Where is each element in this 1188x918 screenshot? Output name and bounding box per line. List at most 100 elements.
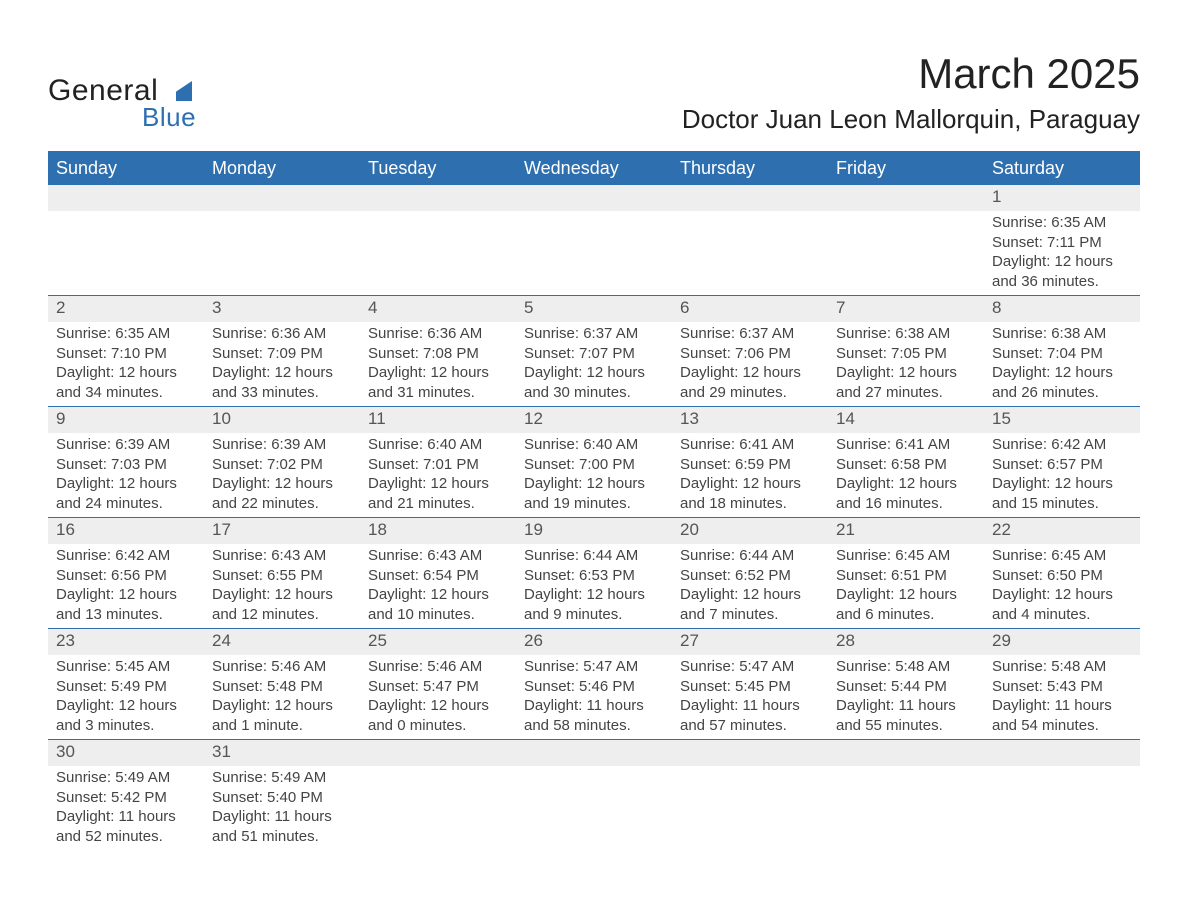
day-number-row: 2345678 (48, 295, 1140, 322)
sunrise-text: Sunrise: 5:49 AM (56, 768, 196, 788)
day-number (672, 185, 828, 211)
sunset-text: Sunset: 7:07 PM (524, 344, 664, 364)
day-number: 26 (516, 629, 672, 655)
day-cell: Sunrise: 5:49 AMSunset: 5:40 PMDaylight:… (204, 766, 360, 850)
sunrise-text: Sunrise: 6:45 AM (992, 546, 1132, 566)
day-number: 18 (360, 518, 516, 544)
day-number (516, 185, 672, 211)
day-cell: Sunrise: 6:38 AMSunset: 7:04 PMDaylight:… (984, 322, 1140, 406)
daylight-text: Daylight: 12 hours and 4 minutes. (992, 585, 1132, 624)
day-cell: Sunrise: 6:37 AMSunset: 7:06 PMDaylight:… (672, 322, 828, 406)
day-number-row: 3031 (48, 739, 1140, 766)
day-cell: Sunrise: 6:36 AMSunset: 7:08 PMDaylight:… (360, 322, 516, 406)
weekday-header: Tuesday (360, 152, 516, 185)
daylight-text: Daylight: 12 hours and 21 minutes. (368, 474, 508, 513)
sunrise-text: Sunrise: 5:48 AM (992, 657, 1132, 677)
sunrise-text: Sunrise: 6:43 AM (368, 546, 508, 566)
daylight-text: Daylight: 12 hours and 9 minutes. (524, 585, 664, 624)
day-body-row: Sunrise: 6:35 AMSunset: 7:10 PM Daylight:… (48, 322, 1140, 406)
day-cell (828, 211, 984, 295)
sunrise-text: Sunrise: 5:46 AM (368, 657, 508, 677)
day-cell: Sunrise: 6:44 AMSunset: 6:53 PMDaylight:… (516, 544, 672, 628)
day-cell (204, 211, 360, 295)
day-number: 8 (984, 296, 1140, 322)
day-body-row: Sunrise: 5:49 AMSunset: 5:42 PMDaylight:… (48, 766, 1140, 850)
day-number: 22 (984, 518, 1140, 544)
daylight-text: Daylight: 12 hours and 19 minutes. (524, 474, 664, 513)
sunset-text: Sunset: 7:03 PM (56, 455, 196, 475)
day-cell: Sunrise: 5:46 AMSunset: 5:47 PMDaylight:… (360, 655, 516, 739)
title-block: March 2025 Doctor Juan Leon Mallorquin, … (682, 50, 1140, 135)
day-number: 28 (828, 629, 984, 655)
daylight-text: Daylight: 12 hours and 15 minutes. (992, 474, 1132, 513)
day-cell: Sunrise: 5:47 AMSunset: 5:46 PMDaylight:… (516, 655, 672, 739)
sunrise-text: Sunrise: 5:45 AM (56, 657, 196, 677)
sunset-text: Sunset: 7:11 PM (992, 233, 1132, 253)
sunrise-text: Sunrise: 6:42 AM (56, 546, 196, 566)
day-cell (984, 766, 1140, 850)
day-cell: Sunrise: 6:41 AMSunset: 6:59 PMDaylight:… (672, 433, 828, 517)
sunrise-text: Sunrise: 6:37 AM (680, 324, 820, 344)
day-cell: Sunrise: 6:38 AMSunset: 7:05 PMDaylight:… (828, 322, 984, 406)
sunset-text: Sunset: 5:45 PM (680, 677, 820, 697)
sunrise-text: Sunrise: 6:35 AM (992, 213, 1132, 233)
day-cell: Sunrise: 5:46 AMSunset: 5:48 PMDaylight:… (204, 655, 360, 739)
day-cell (672, 766, 828, 850)
sunrise-text: Sunrise: 6:40 AM (368, 435, 508, 455)
day-number: 31 (204, 740, 360, 766)
sunset-text: Sunset: 6:50 PM (992, 566, 1132, 586)
day-number: 15 (984, 407, 1140, 433)
day-cell (516, 211, 672, 295)
weekday-header: Saturday (984, 152, 1140, 185)
day-number (48, 185, 204, 211)
day-cell: Sunrise: 6:39 AMSunset: 7:03 PMDaylight:… (48, 433, 204, 517)
sunset-text: Sunset: 7:02 PM (212, 455, 352, 475)
sunrise-text: Sunrise: 6:35 AM (56, 324, 196, 344)
day-cell: Sunrise: 6:40 AMSunset: 7:01 PMDaylight:… (360, 433, 516, 517)
sunrise-text: Sunrise: 5:49 AM (212, 768, 352, 788)
sunset-text: Sunset: 6:52 PM (680, 566, 820, 586)
weekday-header: Sunday (48, 152, 204, 185)
day-number: 13 (672, 407, 828, 433)
day-cell (48, 211, 204, 295)
sunrise-text: Sunrise: 6:37 AM (524, 324, 664, 344)
day-number: 7 (828, 296, 984, 322)
daylight-text: Daylight: 12 hours and 7 minutes. (680, 585, 820, 624)
sunrise-text: Sunrise: 6:36 AM (212, 324, 352, 344)
sunset-text: Sunset: 5:47 PM (368, 677, 508, 697)
daylight-text: Daylight: 12 hours and 13 minutes. (56, 585, 196, 624)
day-cell: Sunrise: 6:42 AMSunset: 6:56 PMDaylight:… (48, 544, 204, 628)
day-body-row: Sunrise: 6:35 AMSunset: 7:11 PMDaylight:… (48, 211, 1140, 295)
sunset-text: Sunset: 7:08 PM (368, 344, 508, 364)
sunset-text: Sunset: 6:54 PM (368, 566, 508, 586)
daylight-text: Daylight: 12 hours and 10 minutes. (368, 585, 508, 624)
day-number (204, 185, 360, 211)
daylight-text: Daylight: 11 hours and 51 minutes. (212, 807, 352, 846)
sunrise-text: Sunrise: 5:47 AM (524, 657, 664, 677)
sunset-text: Sunset: 7:10 PM (56, 344, 196, 364)
sunrise-text: Sunrise: 6:41 AM (836, 435, 976, 455)
sunset-text: Sunset: 5:44 PM (836, 677, 976, 697)
sunset-text: Sunset: 5:48 PM (212, 677, 352, 697)
sunset-text: Sunset: 6:59 PM (680, 455, 820, 475)
day-cell: Sunrise: 6:35 AMSunset: 7:11 PMDaylight:… (984, 211, 1140, 295)
sunrise-text: Sunrise: 6:38 AM (836, 324, 976, 344)
day-number-row: 9101112131415 (48, 406, 1140, 433)
sunset-text: Sunset: 7:06 PM (680, 344, 820, 364)
sunset-text: Sunset: 7:09 PM (212, 344, 352, 364)
day-number: 17 (204, 518, 360, 544)
day-number: 25 (360, 629, 516, 655)
day-cell: Sunrise: 6:45 AMSunset: 6:50 PMDaylight:… (984, 544, 1140, 628)
day-number: 14 (828, 407, 984, 433)
sunrise-text: Sunrise: 5:46 AM (212, 657, 352, 677)
sunrise-text: Sunrise: 6:44 AM (524, 546, 664, 566)
sunrise-text: Sunrise: 6:38 AM (992, 324, 1132, 344)
day-number: 12 (516, 407, 672, 433)
daylight-text: Daylight: 12 hours and 26 minutes. (992, 363, 1132, 402)
daylight-text: Daylight: 12 hours and 27 minutes. (836, 363, 976, 402)
sunset-text: Sunset: 5:43 PM (992, 677, 1132, 697)
daylight-text: Daylight: 11 hours and 55 minutes. (836, 696, 976, 735)
day-cell (672, 211, 828, 295)
day-cell: Sunrise: 6:37 AMSunset: 7:07 PMDaylight:… (516, 322, 672, 406)
daylight-text: Daylight: 12 hours and 29 minutes. (680, 363, 820, 402)
